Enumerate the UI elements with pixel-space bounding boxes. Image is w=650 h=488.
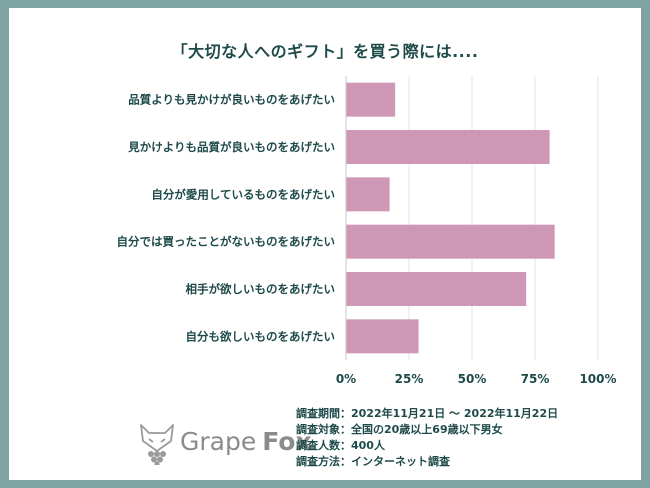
bar-chart: 品質よりも見かけが良いものをあげたい見かけよりも品質が良いものをあげたい自分が愛… — [117, 76, 617, 386]
bar — [346, 130, 550, 164]
brand-name-grape: Grape — [180, 427, 257, 456]
x-tick-label: 50% — [458, 372, 487, 386]
bar — [346, 177, 390, 212]
survey-target: 調査対象：全国の20歳以上69歳以下男女 — [296, 423, 503, 436]
x-tick-label: 25% — [395, 372, 424, 386]
category-label: 自分も欲しいものをあげたい — [186, 329, 336, 343]
brand-name-fox: Fox — [262, 427, 312, 456]
survey-period: 調査期間：2022年11月21日 〜 2022年11月22日 — [296, 407, 559, 420]
fox-grape-logo-icon — [140, 424, 174, 467]
category-label: 品質よりも見かけが良いものをあげたい — [128, 93, 335, 107]
bar — [346, 272, 527, 306]
bar — [346, 319, 419, 354]
x-tick-label: 100% — [579, 372, 616, 386]
x-tick-label: 75% — [521, 372, 550, 386]
chart-card: 「大切な人へのギフト」を買う際には.... 品質よりも見かけが良いものをあげたい… — [9, 8, 641, 480]
category-label: 相手が欲しいものをあげたい — [186, 282, 336, 296]
x-tick-label: 0% — [336, 372, 356, 386]
survey-count: 調査人数：400人 — [296, 439, 385, 452]
survey-method: 調査方法：インターネット調査 — [296, 455, 450, 468]
category-label: 自分が愛用しているものをあげたい — [151, 187, 335, 201]
category-label: 見かけよりも品質が良いものをあげたい — [127, 140, 335, 154]
chart-title: 「大切な人へのギフト」を買う際には.... — [171, 42, 479, 61]
bar — [346, 82, 396, 117]
bar — [346, 224, 555, 259]
survey-info: 調査期間：2022年11月21日 〜 2022年11月22日 調査対象：全国の2… — [296, 406, 558, 470]
brand-logo: Grape Fox — [137, 421, 312, 467]
category-label: 自分では買ったことがないものをあげたい — [117, 235, 336, 249]
